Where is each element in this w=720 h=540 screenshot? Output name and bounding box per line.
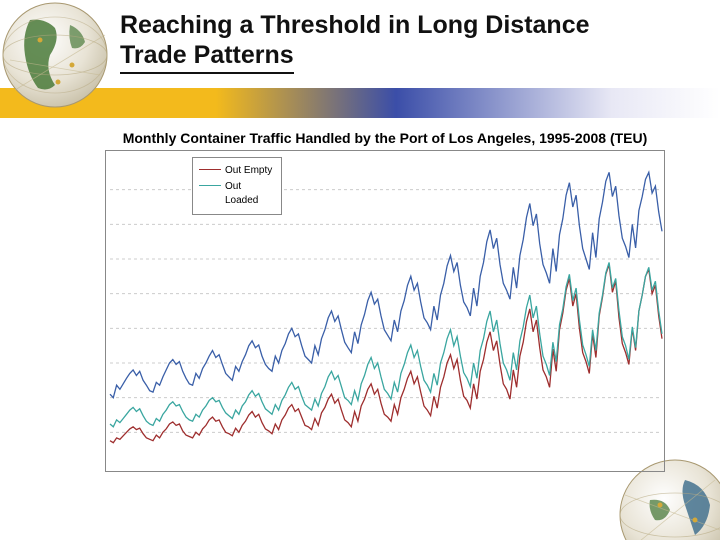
chart-legend: Out Empty Out Loaded	[192, 157, 282, 215]
title-line1: Reaching a Threshold in Long Distance	[120, 11, 590, 39]
chart-svg	[106, 151, 666, 471]
legend-item: Out Empty	[199, 164, 273, 178]
page-title: Reaching a Threshold in Long Distance Tr…	[120, 10, 700, 74]
legend-label: Out Empty	[225, 164, 272, 178]
chart-title: Monthly Container Traffic Handled by the…	[105, 130, 665, 146]
legend-item: Out Loaded	[199, 180, 273, 208]
legend-label: Out Loaded	[225, 180, 273, 208]
chart-container: Monthly Container Traffic Handled by the…	[105, 130, 665, 472]
legend-swatch	[199, 169, 221, 170]
title-line2: Trade Patterns	[120, 40, 294, 74]
globe-top-left-icon	[0, 0, 115, 115]
legend-swatch	[199, 185, 221, 186]
chart-plot-area: Out Empty Out Loaded	[105, 150, 665, 472]
